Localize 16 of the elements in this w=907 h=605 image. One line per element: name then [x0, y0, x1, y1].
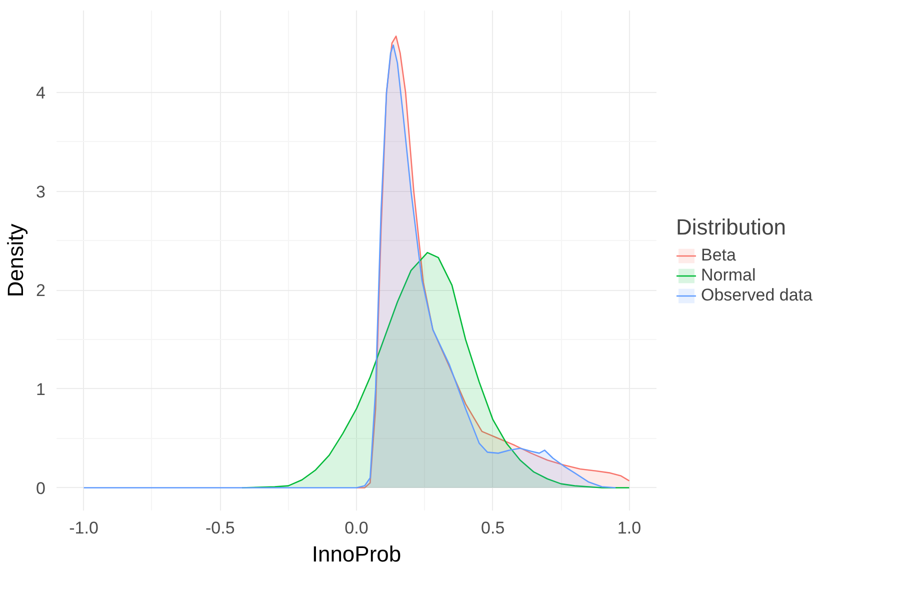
y-tick-label: 4 — [36, 84, 46, 103]
legend-label: Observed data — [701, 286, 813, 306]
x-tick-label: 0.5 — [481, 518, 505, 538]
legend-title: Distribution — [676, 214, 788, 240]
x-tick-label: 1.0 — [617, 518, 642, 538]
y-tick-label: 3 — [36, 182, 46, 202]
x-axis-title: InnoProb — [312, 542, 402, 566]
x-tick-label: -1.0 — [69, 518, 98, 538]
y-tick-label: 1 — [36, 380, 46, 399]
legend-label: Beta — [701, 246, 736, 266]
y-tick-label: 0 — [36, 478, 46, 498]
y-axis-title: Density — [3, 224, 28, 298]
x-tick-label: -0.5 — [205, 518, 235, 538]
y-tick-label: 2 — [36, 281, 46, 300]
legend-label: Normal — [701, 266, 756, 286]
x-tick-label: 0.0 — [344, 518, 368, 538]
